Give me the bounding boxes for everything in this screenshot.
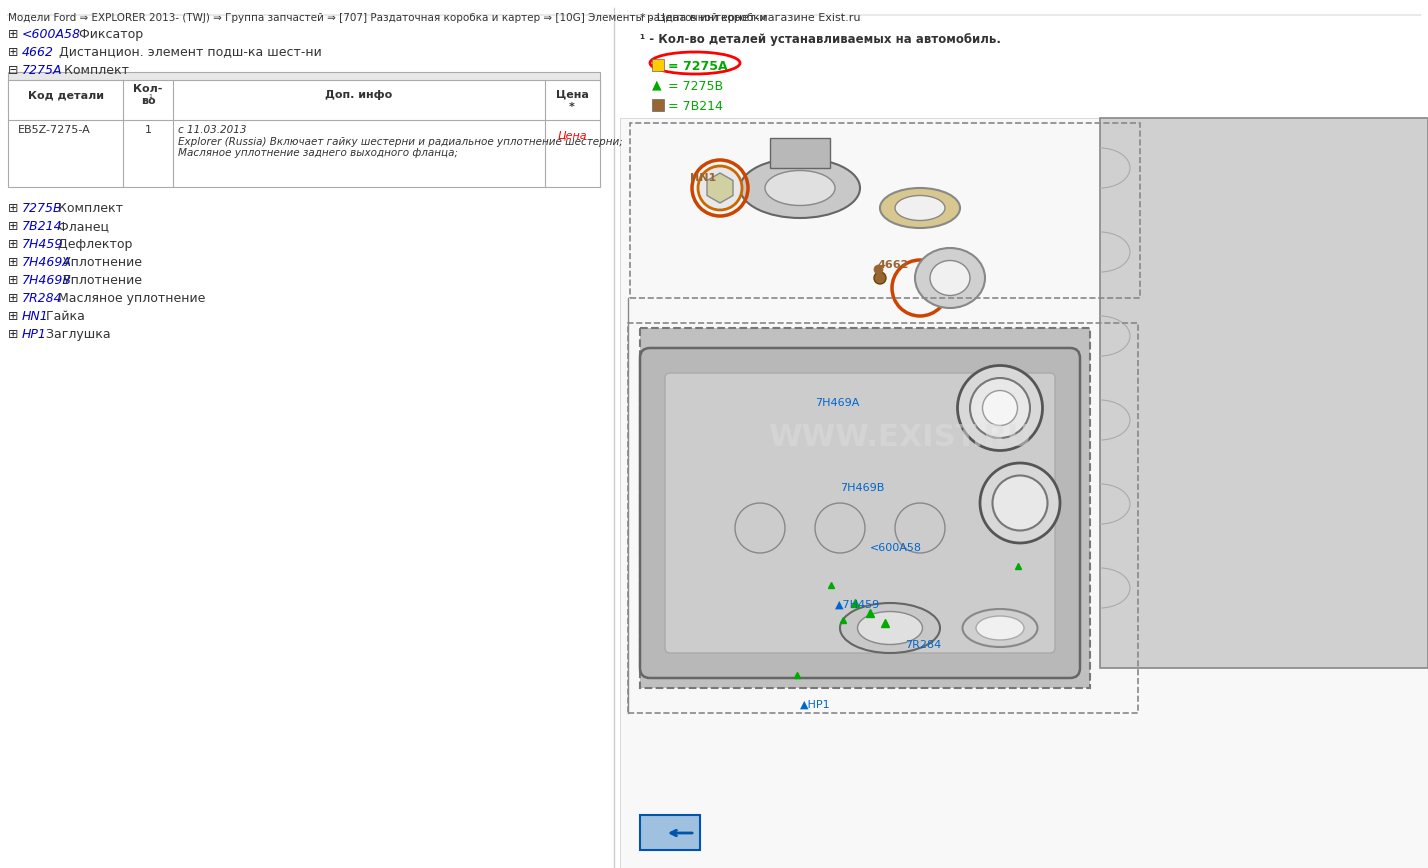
Ellipse shape — [992, 476, 1048, 530]
Text: 4662: 4662 — [878, 260, 910, 270]
Text: ⊞: ⊞ — [9, 238, 19, 251]
Text: ⊞: ⊞ — [9, 328, 19, 341]
Bar — [640, 815, 700, 850]
Text: 7H469A: 7H469A — [815, 398, 860, 408]
Text: Гайка: Гайка — [39, 310, 86, 323]
Circle shape — [874, 272, 885, 284]
Text: HN1: HN1 — [690, 173, 717, 183]
Bar — [653, 99, 664, 111]
Text: 7H469B: 7H469B — [21, 274, 71, 287]
Text: ⊞: ⊞ — [9, 202, 19, 215]
Text: ⊞: ⊞ — [9, 220, 19, 233]
Text: HN1: HN1 — [21, 310, 49, 323]
Text: Комплект: Комплект — [60, 64, 129, 77]
Text: HP1: HP1 — [21, 328, 47, 341]
Text: Доп. инфо: Доп. инфо — [326, 90, 393, 100]
Ellipse shape — [962, 609, 1038, 647]
Text: 7R284: 7R284 — [905, 640, 941, 650]
FancyBboxPatch shape — [9, 72, 600, 112]
Text: ⊞: ⊞ — [9, 256, 19, 269]
Ellipse shape — [857, 611, 922, 645]
Text: Масляное уплотнение: Масляное уплотнение — [50, 292, 204, 305]
Text: WWW.EXIST.RU: WWW.EXIST.RU — [768, 424, 1032, 452]
Ellipse shape — [930, 260, 970, 295]
Text: ⊞: ⊞ — [9, 292, 19, 305]
Text: Дистанцион. элемент подш-ка шест-ни: Дистанцион. элемент подш-ка шест-ни — [56, 46, 321, 59]
Text: EB5Z-7275-A: EB5Z-7275-A — [19, 125, 91, 135]
Bar — [620, 118, 1428, 868]
Text: ¹: ¹ — [149, 94, 151, 104]
FancyBboxPatch shape — [640, 348, 1080, 678]
Bar — [628, 323, 1138, 713]
Text: Дефлектор: Дефлектор — [50, 238, 131, 251]
Ellipse shape — [982, 391, 1018, 425]
Text: 1: 1 — [144, 125, 151, 135]
Text: Код детали: Код детали — [29, 90, 104, 100]
Text: 7H469A: 7H469A — [21, 256, 71, 269]
Text: ⊞: ⊞ — [9, 46, 19, 59]
Circle shape — [698, 166, 743, 210]
Text: 7275B: 7275B — [21, 202, 63, 215]
Text: Уплотнение: Уплотнение — [56, 256, 141, 269]
Polygon shape — [640, 328, 1090, 688]
Ellipse shape — [915, 248, 985, 308]
Ellipse shape — [958, 365, 1042, 450]
Polygon shape — [1100, 118, 1428, 668]
Text: ▲HP1: ▲HP1 — [800, 700, 831, 710]
Text: ▲7H459: ▲7H459 — [835, 600, 880, 610]
Text: Комплект: Комплект — [50, 202, 123, 215]
Text: ⊟: ⊟ — [9, 64, 19, 77]
Ellipse shape — [740, 158, 860, 218]
Text: с 11.03.2013
Explorer (Russia) Включает гайку шестерни и радиальное уплотнение ш: с 11.03.2013 Explorer (Russia) Включает … — [178, 125, 623, 158]
Bar — [653, 59, 664, 71]
Text: <600A58: <600A58 — [21, 28, 81, 41]
Text: Кол-
во: Кол- во — [133, 84, 163, 106]
Text: <600A58: <600A58 — [870, 543, 922, 553]
Ellipse shape — [880, 188, 960, 228]
Text: Модели Ford ⇒ EXPLORER 2013- (TWJ) ⇒ Группа запчастей ⇒ [707] Раздаточная коробк: Модели Ford ⇒ EXPLORER 2013- (TWJ) ⇒ Гру… — [9, 13, 767, 23]
Ellipse shape — [980, 463, 1060, 543]
Text: 7H459: 7H459 — [21, 238, 63, 251]
Text: ⊞: ⊞ — [9, 274, 19, 287]
Text: Фиксатор: Фиксатор — [76, 28, 143, 41]
FancyBboxPatch shape — [665, 373, 1055, 653]
Polygon shape — [707, 173, 733, 203]
Bar — [9, 80, 600, 187]
Ellipse shape — [975, 616, 1024, 640]
Text: Цена: Цена — [557, 130, 587, 140]
Text: ▲: ▲ — [653, 78, 661, 91]
Ellipse shape — [895, 195, 945, 220]
Text: = 7275A: = 7275A — [668, 60, 728, 73]
Text: Уплотнение: Уплотнение — [56, 274, 141, 287]
Bar — [630, 123, 1140, 298]
Text: = 7B214: = 7B214 — [668, 100, 723, 113]
Text: 7R284: 7R284 — [21, 292, 63, 305]
Bar — [770, 138, 830, 168]
Text: Фланец: Фланец — [50, 220, 109, 233]
Text: ¹ - Кол-во деталей устанавливаемых на автомобиль.: ¹ - Кол-во деталей устанавливаемых на ав… — [640, 33, 1001, 46]
Text: 7H469B: 7H469B — [840, 483, 884, 493]
Text: Цена
*: Цена * — [555, 90, 588, 112]
Text: Заглушка: Заглушка — [39, 328, 111, 341]
Ellipse shape — [970, 378, 1030, 438]
Text: * - Цена в интернет-магазине Exist.ru: * - Цена в интернет-магазине Exist.ru — [640, 13, 861, 23]
Text: 4662: 4662 — [21, 46, 54, 59]
Text: 7275A: 7275A — [21, 64, 63, 77]
Text: ⊞: ⊞ — [9, 28, 19, 41]
Text: ⊞: ⊞ — [9, 310, 19, 323]
Ellipse shape — [840, 603, 940, 653]
Text: = 7275B: = 7275B — [668, 80, 723, 93]
Text: 7B214: 7B214 — [21, 220, 63, 233]
Ellipse shape — [765, 170, 835, 206]
